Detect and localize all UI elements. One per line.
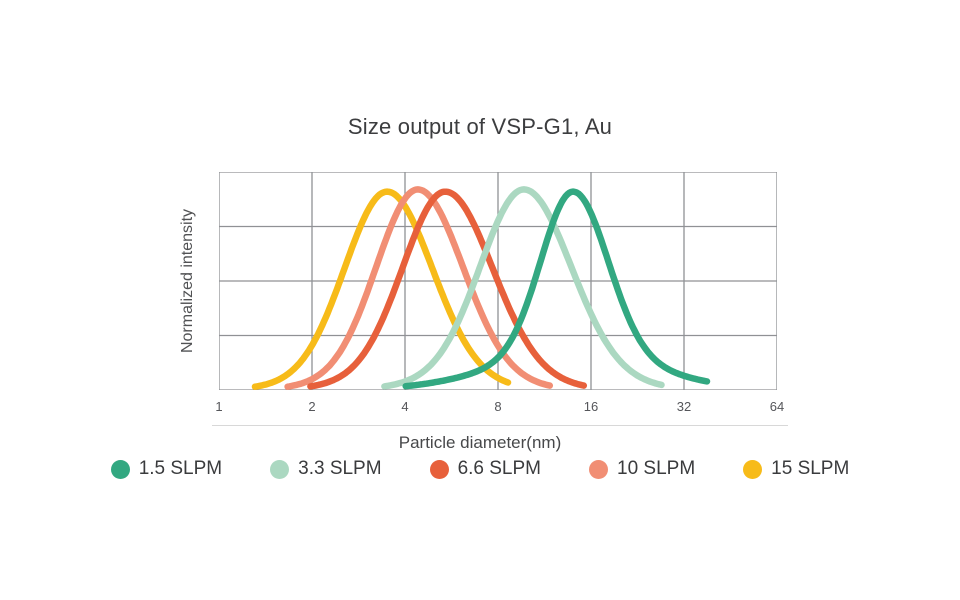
series-curve-6.6-slpm — [307, 188, 588, 390]
x-tick: 1 — [215, 399, 223, 414]
x-tick: 32 — [676, 399, 692, 414]
legend-item: 1.5 SLPM — [110, 458, 223, 480]
legend-swatch — [110, 459, 130, 479]
legend-item: 3.3 SLPM — [270, 458, 382, 480]
legend-item: 10 SLPM — [589, 458, 695, 480]
legend-swatch — [589, 459, 608, 479]
x-tick: 8 — [494, 399, 502, 414]
x-axis-ticks: 1 2 4 8 16 32 64 — [0, 399, 960, 415]
legend-item: 6.6 SLPM — [429, 458, 541, 480]
series-curve-1.5-slpm — [402, 188, 711, 390]
legend-swatch — [743, 459, 763, 479]
legend-swatch — [270, 459, 290, 479]
legend-label: 3.3 SLPM — [298, 458, 382, 479]
legend-label: 15 SLPM — [771, 458, 850, 479]
y-axis-label: Normalized intensity — [179, 208, 196, 354]
x-tick: 2 — [308, 399, 316, 414]
chart-canvas — [219, 172, 777, 390]
chart-legend: 1.5 SLPM 3.3 SLPM 6.6 SLPM 10 SLPM 15 SL… — [0, 458, 960, 480]
series-curve-15-slpm — [251, 188, 512, 390]
series-curve-3.3-slpm — [381, 186, 665, 390]
x-tick: 64 — [769, 399, 785, 414]
legend-label: 10 SLPM — [617, 458, 696, 479]
legend-label: 1.5 SLPM — [138, 458, 223, 479]
x-axis-label: Particle diameter(nm) — [398, 433, 562, 452]
legend-item: 15 SLPM — [743, 458, 849, 480]
chart-title: Size output of VSP-G1, Au — [347, 114, 613, 139]
x-tick: 4 — [401, 399, 409, 414]
legend-label: 6.6 SLPM — [457, 458, 541, 479]
legend-swatch — [429, 459, 449, 479]
series-curve-10-slpm — [284, 186, 554, 390]
axis-separator-line — [212, 425, 788, 426]
x-tick: 16 — [583, 399, 599, 414]
